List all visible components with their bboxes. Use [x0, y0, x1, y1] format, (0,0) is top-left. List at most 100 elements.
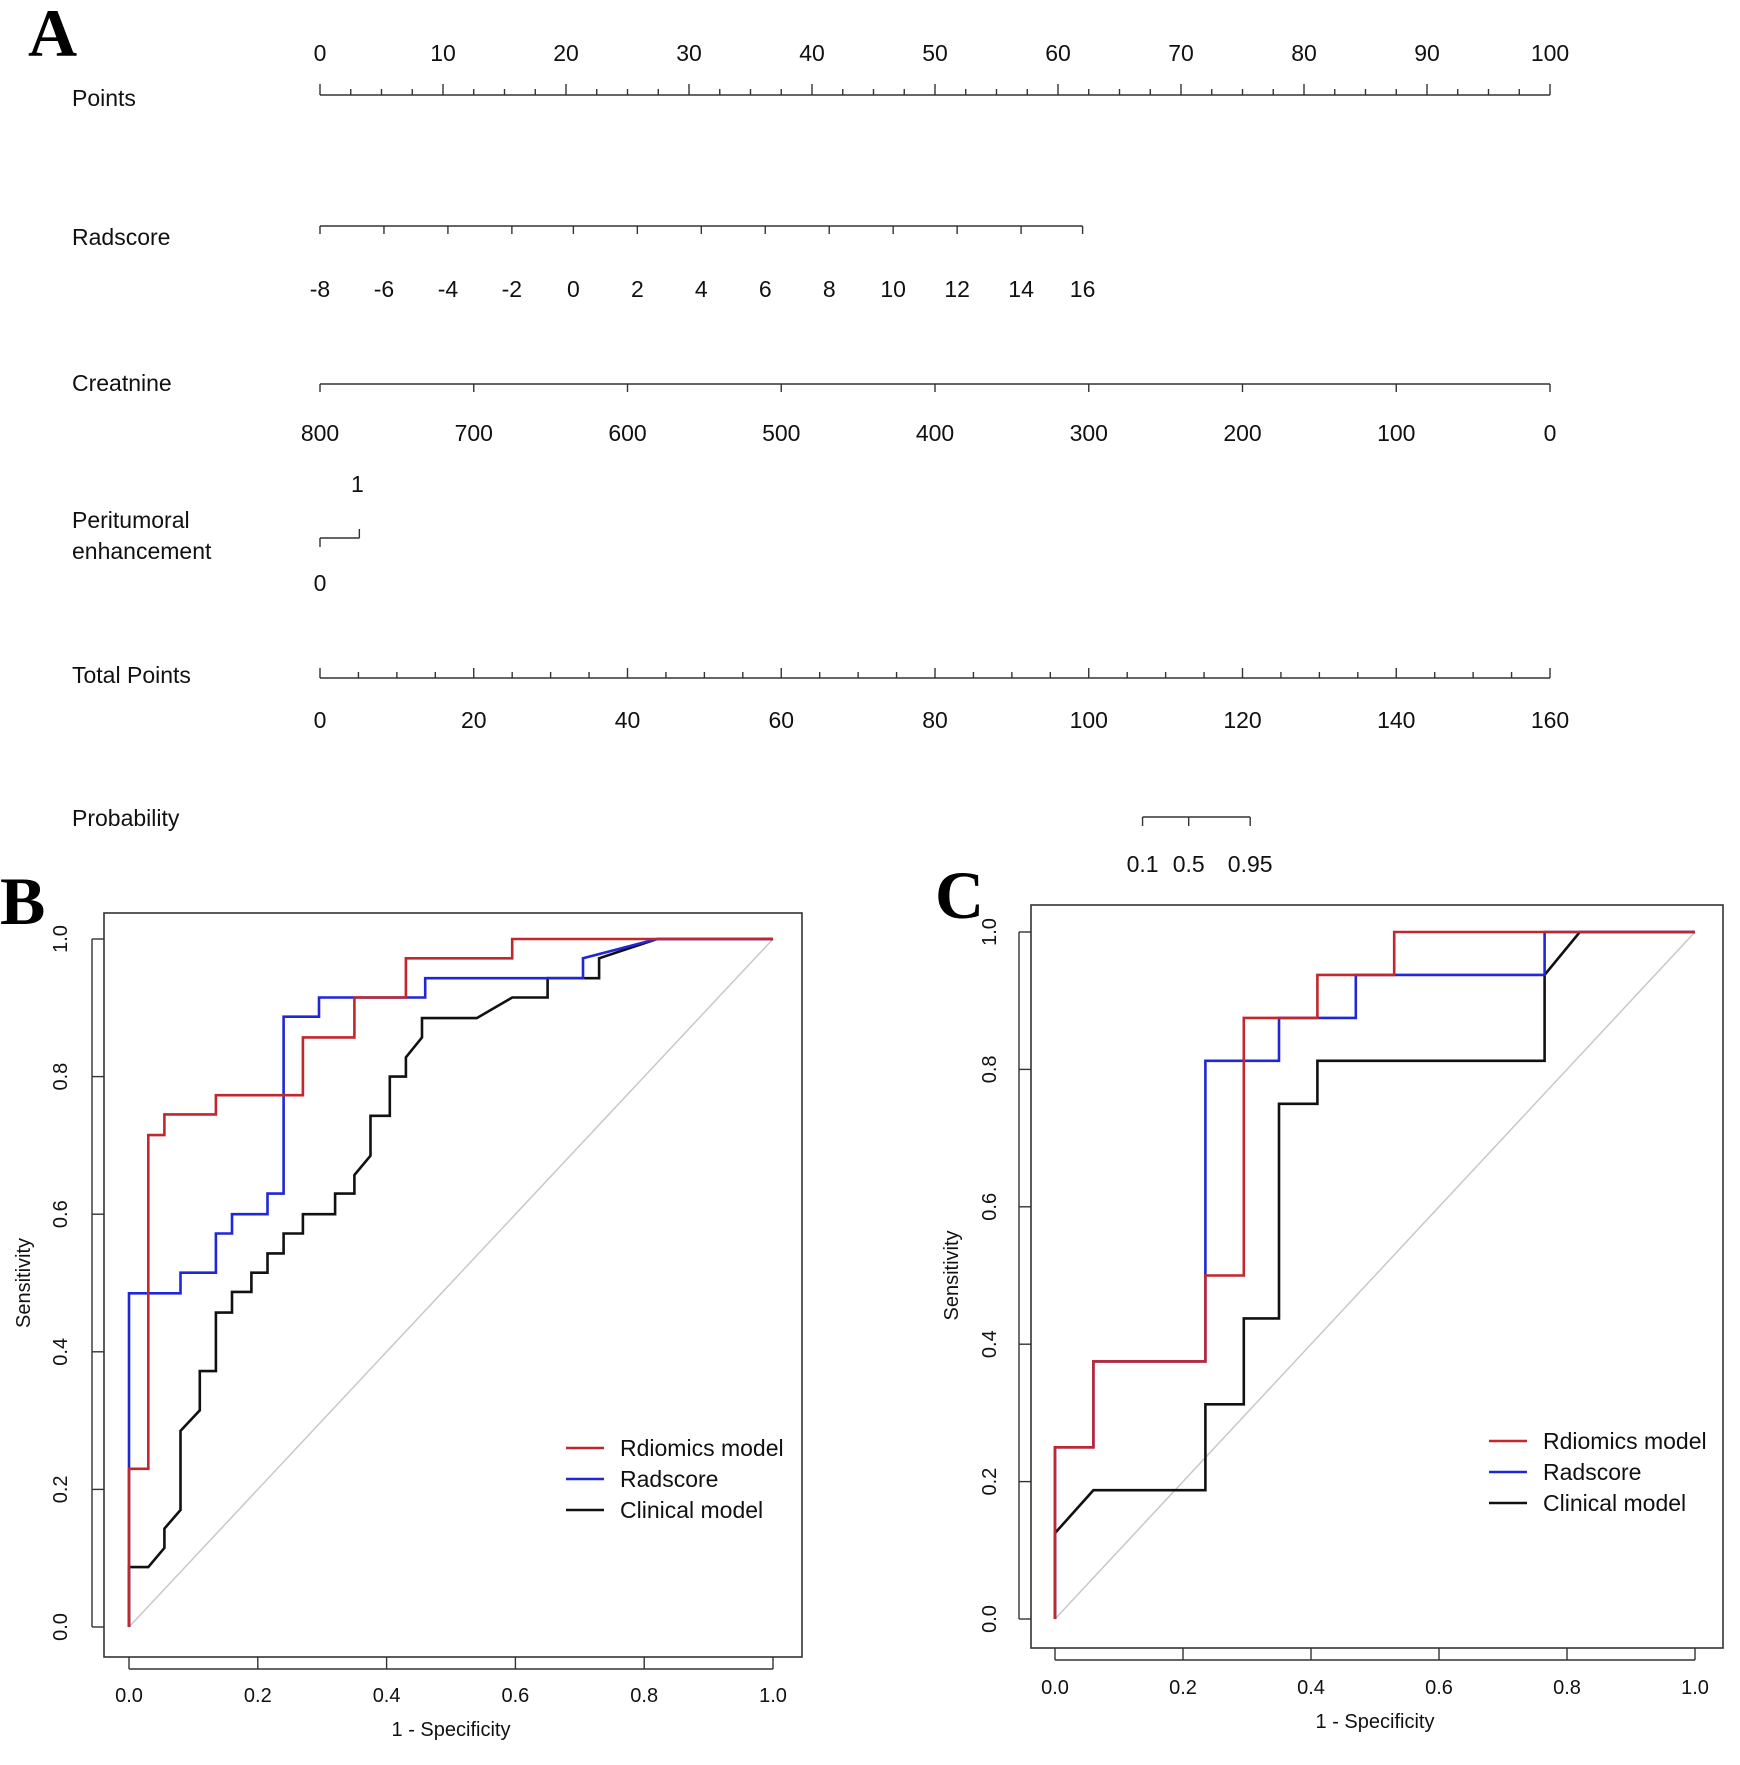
scale-label-peritumoral-enhancement: Peritumoral enhancement: [72, 507, 212, 564]
roc-curve-radiomics: [127, 937, 773, 1627]
scale-label-creatnine: Creatnine: [72, 370, 172, 396]
tick-label-points: 30: [676, 40, 702, 66]
tick-label-creatnine: 0: [1544, 420, 1557, 446]
tick-label-creatnine: 400: [916, 420, 954, 446]
tick-label-radscore: -8: [310, 276, 330, 302]
panel-label-b: B: [0, 863, 45, 939]
legend-label-clinical: Clinical model: [620, 1497, 763, 1523]
x-tick-label: 1.0: [1681, 1677, 1709, 1699]
chance-diagonal: [1054, 931, 1696, 1620]
y-tick-label: 0.8: [50, 1063, 72, 1091]
y-axis-label: Sensitivity: [941, 1230, 963, 1320]
tick-label-creatnine: 800: [301, 420, 339, 446]
legend-label-radscore: Radscore: [620, 1466, 718, 1492]
roc-curve-radscore: [127, 937, 773, 1627]
tick-label-radscore: 2: [631, 276, 644, 302]
tick-label-total-points: 0: [314, 707, 327, 733]
y-tick-label: 0.6: [50, 1200, 72, 1228]
plot-frame: [103, 912, 803, 1658]
y-tick-label: 1.0: [979, 918, 1001, 946]
tick-label-points: 90: [1414, 40, 1440, 66]
tick-label-probability: 0.5: [1173, 851, 1205, 877]
y-tick-label: 0.4: [979, 1330, 1001, 1358]
tick-label-creatnine: 200: [1223, 420, 1261, 446]
tick-label-points: 0: [314, 40, 327, 66]
tick-label-points: 10: [430, 40, 456, 66]
x-axis-label: 1 - Specificity: [392, 1719, 511, 1741]
tick-label-radscore: 4: [695, 276, 708, 302]
scale-label-total-points: Total Points: [72, 662, 191, 688]
tick-label-points: 60: [1045, 40, 1071, 66]
roc-curve-clinical: [127, 937, 773, 1627]
tick-label-radscore: -2: [502, 276, 522, 302]
tick-label-total-points: 140: [1377, 707, 1415, 733]
y-tick-label: 0.0: [50, 1613, 72, 1641]
y-tick-label: 0.2: [50, 1475, 72, 1503]
legend-label-radscore: Radscore: [1543, 1459, 1641, 1485]
tick-label-radscore: -4: [438, 276, 459, 302]
y-tick-label: 0.0: [979, 1605, 1001, 1633]
x-tick-label: 0.6: [501, 1685, 529, 1707]
x-tick-label: 0.0: [1041, 1677, 1069, 1699]
tick-label-probability: 0.1: [1127, 851, 1159, 877]
x-tick-label: 0.0: [115, 1685, 143, 1707]
x-tick-label: 0.4: [373, 1685, 401, 1707]
scale-label-probability: Probability: [72, 805, 180, 831]
panel-label-a: A: [28, 0, 77, 71]
tick-label-radscore: -6: [374, 276, 394, 302]
tick-label-total-points: 160: [1531, 707, 1569, 733]
legend-label-radiomics: Rdiomics model: [1543, 1428, 1707, 1454]
tick-label-radscore: 14: [1008, 276, 1034, 302]
tick-label-total-points: 40: [615, 707, 641, 733]
tick-label-radscore: 0: [567, 276, 580, 302]
tick-label-creatnine: 300: [1070, 420, 1108, 446]
x-tick-label: 0.8: [1553, 1677, 1581, 1699]
tick-label-points: 80: [1291, 40, 1317, 66]
tick-label-total-points: 120: [1223, 707, 1261, 733]
tick-label-total-points: 60: [768, 707, 794, 733]
roc-curve-radiomics: [1053, 930, 1695, 1619]
tick-label-peritumoral-0: 0: [314, 570, 327, 596]
x-tick-label: 0.4: [1297, 1677, 1325, 1699]
scale-label-line: enhancement: [72, 538, 212, 564]
y-tick-label: 1.0: [50, 925, 72, 953]
legend-label-radiomics: Rdiomics model: [620, 1435, 784, 1461]
tick-label-total-points: 80: [922, 707, 948, 733]
tick-label-creatnine: 600: [608, 420, 646, 446]
scale-label-line: Peritumoral: [72, 507, 190, 533]
x-tick-label: 0.2: [244, 1685, 272, 1707]
y-tick-label: 0.6: [979, 1193, 1001, 1221]
tick-label-radscore: 8: [823, 276, 836, 302]
x-tick-label: 0.6: [1425, 1677, 1453, 1699]
tick-label-radscore: 10: [880, 276, 906, 302]
tick-label-points: 100: [1531, 40, 1569, 66]
tick-label-points: 70: [1168, 40, 1194, 66]
y-axis-label: Sensitivity: [13, 1238, 35, 1328]
tick-label-points: 50: [922, 40, 948, 66]
tick-label-creatnine: 500: [762, 420, 800, 446]
tick-label-peritumoral-1: 1: [351, 471, 364, 497]
legend-label-clinical: Clinical model: [1543, 1490, 1686, 1516]
tick-label-radscore: 12: [944, 276, 970, 302]
tick-label-probability: 0.95: [1228, 851, 1273, 877]
x-axis-label: 1 - Specificity: [1316, 1711, 1435, 1733]
roc-panel-b: B 0.0 0.2 0.4 0.6 0.8 1.0 1 - Specificity 0.0 0.…: [0, 863, 803, 1741]
tick-label-points: 40: [799, 40, 825, 66]
panel-label-c: C: [935, 857, 984, 933]
tick-label-total-points: 100: [1070, 707, 1108, 733]
x-tick-label: 0.2: [1169, 1677, 1197, 1699]
scale-label-points: Points: [72, 85, 136, 111]
tick-label-radscore: 6: [759, 276, 772, 302]
chance-diagonal: [128, 938, 774, 1628]
x-tick-label: 1.0: [759, 1685, 787, 1707]
tick-label-total-points: 20: [461, 707, 487, 733]
tick-label-points: 20: [553, 40, 579, 66]
y-tick-label: 0.4: [50, 1338, 72, 1366]
roc-panel-c: C 0.0 0.2 0.4 0.6 0.8 1.0 1 - Specificity 0.0 0.…: [935, 857, 1724, 1733]
x-tick-label: 0.8: [630, 1685, 658, 1707]
tick-label-creatnine: 100: [1377, 420, 1415, 446]
scale-label-radscore: Radscore: [72, 224, 170, 250]
plot-frame: [1030, 904, 1724, 1649]
